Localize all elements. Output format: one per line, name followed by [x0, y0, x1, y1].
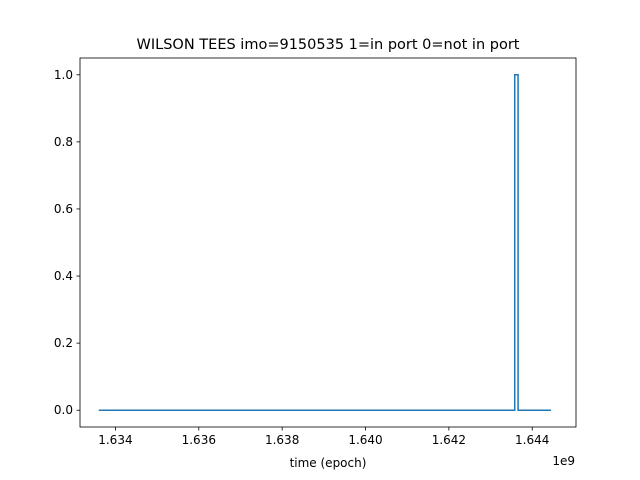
x-axis-offset-label: 1e9 — [552, 454, 575, 468]
plot-area — [79, 57, 577, 428]
x-tick-label: 1.644 — [515, 433, 549, 447]
y-tick-label: 0.6 — [54, 202, 73, 216]
x-tick-label: 1.640 — [348, 433, 382, 447]
x-tick-label: 1.642 — [432, 433, 466, 447]
series-line-0 — [98, 74, 551, 411]
y-tick-label: 0.2 — [54, 336, 73, 350]
y-tick-label: 0.0 — [54, 403, 73, 417]
y-axis-ticks: 0.0 0.2 0.4 0.6 0.8 1.0 — [54, 68, 80, 417]
x-axis-ticks: 1.634 1.636 1.638 1.640 1.642 1.644 — [98, 427, 549, 447]
x-tick-label: 1.638 — [265, 433, 299, 447]
chart-title: WILSON TEES imo=9150535 1=in port 0=not … — [137, 37, 520, 53]
x-axis-label: time (epoch) — [290, 456, 367, 470]
x-tick-label: 1.636 — [182, 433, 216, 447]
y-tick-label: 0.8 — [54, 135, 73, 149]
y-tick-label: 1.0 — [54, 68, 73, 82]
plot-frame — [79, 57, 577, 428]
y-tick-label: 0.4 — [54, 269, 73, 283]
x-tick-label: 1.634 — [98, 433, 132, 447]
